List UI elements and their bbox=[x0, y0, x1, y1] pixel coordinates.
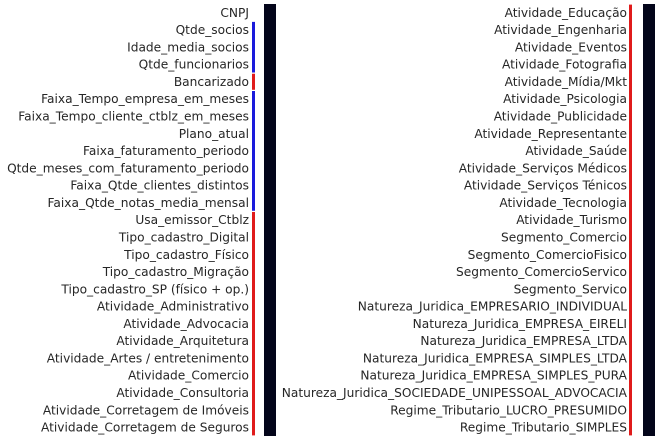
group-bar-2 bbox=[252, 91, 255, 211]
row-label: Natureza_Juridica_EMPRESA_LTDA bbox=[420, 334, 627, 348]
group-bar-0 bbox=[252, 21, 255, 73]
row-label: Faixa_faturamento_periodo bbox=[83, 144, 249, 158]
row-label: Atividade_Engenharia bbox=[494, 23, 627, 37]
row-label: Atividade_Mídia/Mkt bbox=[505, 75, 628, 89]
row-label: Atividade_Turismo bbox=[516, 213, 627, 227]
row-label: Faixa_Qtde_notas_media_mensal bbox=[48, 196, 249, 210]
group-bar-3 bbox=[252, 211, 255, 436]
row-label: Plano_atual bbox=[179, 127, 249, 141]
row-label: Faixa_Tempo_empresa_em_meses bbox=[41, 92, 249, 106]
row-label: Bancarizado bbox=[174, 75, 249, 89]
row-label: Atividade_Psicologia bbox=[503, 92, 627, 106]
row-label: Atividade_Serviços Médicos bbox=[459, 161, 627, 175]
row-label: Atividade_Tecnologia bbox=[499, 196, 627, 210]
row-label: Atividade_Fotografia bbox=[502, 58, 627, 72]
row-label: Atividade_Corretagem de Seguros bbox=[41, 421, 249, 435]
row-label: Segmento_Servico bbox=[514, 282, 627, 296]
row-label: CNPJ bbox=[220, 6, 249, 20]
row-label: Natureza_Juridica_EMPRESA_SIMPLES_PURA bbox=[360, 369, 627, 383]
heatmap-cell-column bbox=[643, 4, 655, 436]
right-heatmap-panel: Atividade_Educação Atividade_Engenharia At… bbox=[282, 4, 655, 436]
row-label: Atividade_Artes / entretenimento bbox=[47, 351, 249, 365]
row-label: Tipo_cadastro_Digital bbox=[118, 230, 249, 244]
row-label: Regime_Tributario_SIMPLES bbox=[460, 421, 627, 435]
row-label: Atividade_Corretagem de Imóveis bbox=[43, 403, 249, 417]
row-label: Tipo_cadastro_Físico bbox=[123, 248, 249, 262]
row-label: Natureza_Juridica_SOCIEDADE_UNIPESSOAL_A… bbox=[282, 386, 628, 400]
row-label: Tipo_cadastro_Migração bbox=[102, 265, 249, 279]
row-label: Atividade_Comercio bbox=[128, 369, 249, 383]
row-label: Usa_emissor_Ctblz bbox=[135, 213, 249, 227]
row-label: Atividade_Administrativo bbox=[97, 300, 249, 314]
row-label: Atividade_Consultoria bbox=[116, 386, 249, 400]
row-label: Idade_media_socios bbox=[127, 40, 249, 54]
row-label: Natureza_Juridica_EMPRESARIO_INDIVIDUAL bbox=[358, 300, 627, 314]
row-label: Faixa_Qtde_clientes_distintos bbox=[70, 179, 249, 193]
row-label: Segmento_Comercio bbox=[501, 230, 627, 244]
row-label: Natureza_Juridica_EMPRESA_EIRELI bbox=[413, 317, 627, 331]
row-label: Atividade_Representante bbox=[474, 127, 627, 141]
row-label: Regime_Tributario_LUCRO_PRESUMIDO bbox=[390, 403, 627, 417]
row-label: Atividade_Saúde bbox=[525, 144, 627, 158]
row-label: Qtde_funcionarios bbox=[139, 58, 249, 72]
row-label: Atividade_Arquitetura bbox=[116, 334, 249, 348]
row-label: Segmento_ComercioServico bbox=[456, 265, 627, 279]
group-bar-0 bbox=[629, 4, 632, 436]
heatmap-cell-column bbox=[264, 4, 276, 436]
row-label: Atividade_Educação bbox=[505, 6, 627, 20]
left-heatmap-panel: CNPJ Qtde_socios Idade_media_socios Qtde_fu… bbox=[7, 4, 276, 436]
row-label: Atividade_Eventos bbox=[515, 40, 627, 54]
row-label: Qtde_socios bbox=[176, 23, 249, 37]
row-label: Faixa_Tempo_cliente_ctblz_em_meses bbox=[18, 110, 249, 124]
row-label: Qtde_meses_com_faturamento_periodo bbox=[7, 161, 249, 175]
row-label: Atividade_Advocacia bbox=[123, 317, 249, 331]
row-label: Segmento_ComercioFisico bbox=[468, 248, 627, 262]
row-label: Atividade_Publicidade bbox=[494, 110, 627, 124]
row-label: Tipo_cadastro_SP (físico + op.) bbox=[60, 282, 249, 296]
row-label: Natureza_Juridica_EMPRESA_SIMPLES_LTDA bbox=[363, 351, 628, 365]
row-label: Atividade_Serviços Ténicos bbox=[464, 179, 627, 193]
group-bar-1 bbox=[252, 73, 255, 90]
